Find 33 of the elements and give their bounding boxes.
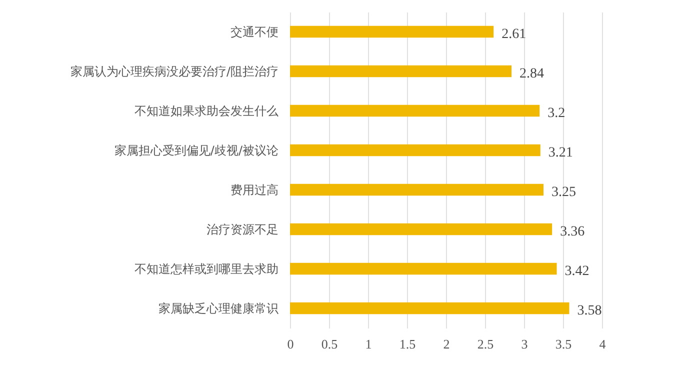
y-tick-label: 不知道怎样或到哪里去求助 [134,262,278,276]
bar [290,104,540,117]
bar [290,26,494,38]
x-tick-label: 3 [521,336,528,352]
bar [290,302,570,314]
data-label: 3.58 [577,303,602,318]
data-label: 3.36 [560,224,585,240]
bar [290,144,540,156]
y-tick-label: 交通不便 [230,24,278,39]
y-tick-label: 不知道如果求助会发生什么 [134,104,278,118]
bar [290,65,512,78]
bar [290,184,544,196]
y-tick-label: 家属认为心理疾病没必要治疗/阻拦治疗 [70,64,278,78]
y-tick-label: 费用过高 [230,182,278,197]
x-tick-label: 1.5 [399,336,416,352]
y-tick-label: 家属缺乏心理健康常识 [158,301,278,316]
y-tick-label: 家属担心受到偏见/歧视/被议论 [114,143,278,158]
x-tick-label: 0.5 [321,336,338,352]
x-tick-label: 4 [599,336,606,352]
data-label: 3.42 [564,264,590,279]
data-label: 3.25 [552,184,576,200]
x-tick-label: 3.5 [555,336,572,352]
data-label: 2.61 [502,26,526,42]
x-tick-label: 2 [443,336,450,352]
x-tick-label: 2.5 [477,336,494,352]
y-tick-label: 治疗资源不足 [206,222,278,236]
data-label: 2.84 [520,66,544,82]
bar [290,262,557,275]
x-tick-label: 0 [287,336,294,352]
bar [290,223,552,236]
data-label: 3.2 [548,106,566,121]
data-label: 3.21 [548,145,573,160]
x-tick-label: 1 [365,336,372,352]
